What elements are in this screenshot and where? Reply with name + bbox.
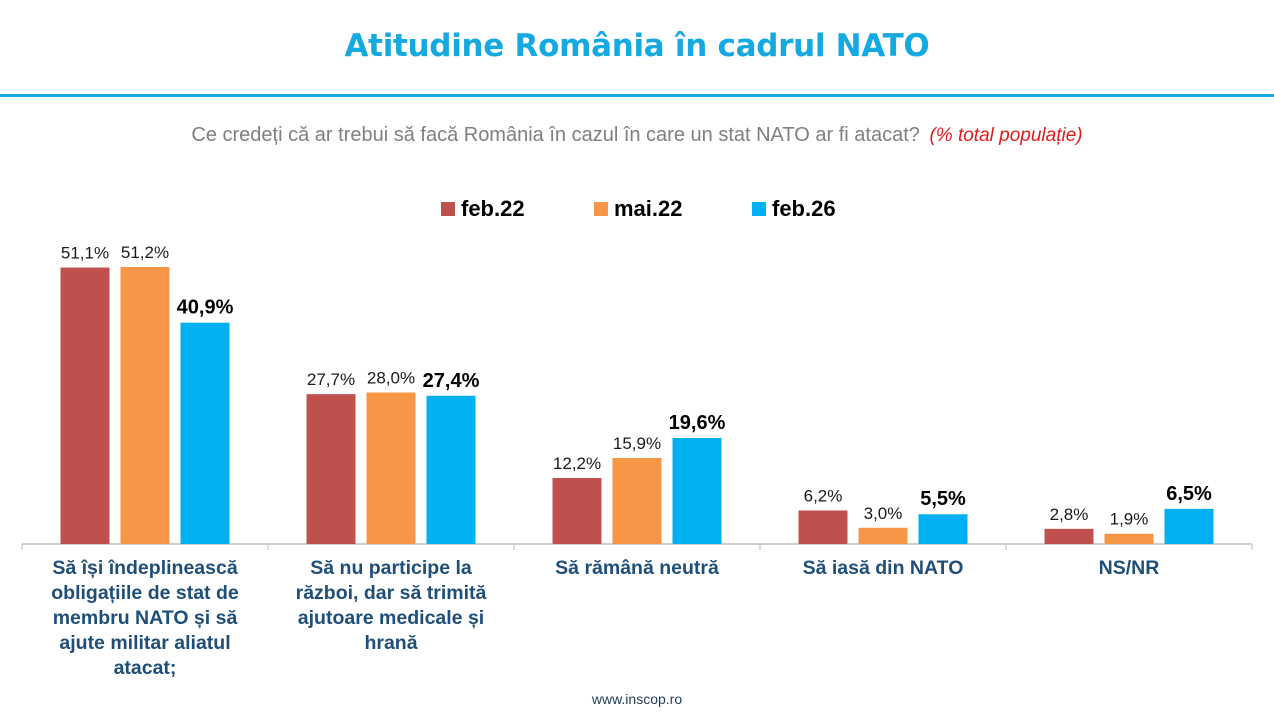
data-label-feb22-cat1: 51,1% <box>61 244 109 263</box>
legend-item-feb26: feb.26 <box>752 196 836 222</box>
category-label-line: Să își îndeplinească <box>52 557 238 579</box>
category-label-line: membru NATO și să <box>52 607 238 629</box>
subtitle-note: (% total populație) <box>929 125 1083 146</box>
data-label-feb22-cat4: 6,2% <box>804 486 843 505</box>
bar-feb22-cat5 <box>1044 528 1094 544</box>
data-label-feb26-cat4: 5,5% <box>920 488 966 510</box>
category-label-line: Să rămână neutră <box>555 557 719 579</box>
bar-feb26-cat2 <box>426 395 476 544</box>
bar-mai22-cat5 <box>1104 533 1154 544</box>
data-label-feb26-cat2: 27,4% <box>423 370 480 392</box>
category-label-line: hrană <box>364 632 418 654</box>
bar-feb22-cat1 <box>60 267 110 544</box>
category-label-line: obligațiile de stat de <box>51 582 239 604</box>
data-label-feb22-cat5: 2,8% <box>1050 505 1089 524</box>
bar-mai22-cat1 <box>120 267 170 544</box>
category-label-line: atacat; <box>113 657 177 679</box>
data-label-feb26-cat5: 6,5% <box>1166 483 1212 505</box>
category-label-4: Să iasă din NATO <box>760 556 1006 581</box>
data-label-mai22-cat3: 15,9% <box>613 434 661 453</box>
bar-feb26-cat1 <box>180 322 230 544</box>
category-label-line: NS/NR <box>1098 557 1160 579</box>
title-divider <box>0 94 1274 97</box>
category-label-2: Să nu participe la război, dar să trimită… <box>268 556 514 656</box>
data-label-feb22-cat3: 12,2% <box>553 454 601 473</box>
bar-feb26-cat4 <box>918 514 968 544</box>
legend-swatch-feb26 <box>752 202 766 216</box>
legend-item-mai22: mai.22 <box>594 196 683 222</box>
legend-swatch-mai22 <box>594 202 608 216</box>
category-label-line: Să nu participe la <box>310 557 472 579</box>
bar-mai22-cat2 <box>366 392 416 544</box>
data-label-mai22-cat5: 1,9% <box>1110 510 1149 529</box>
category-label-line: ajutoare medicale și <box>297 607 485 629</box>
data-label-feb26-cat1: 40,9% <box>177 297 234 319</box>
data-label-feb22-cat2: 27,7% <box>307 370 355 389</box>
bar-feb22-cat4 <box>798 510 848 544</box>
bar-feb26-cat5 <box>1164 508 1214 544</box>
footer-website: www.inscop.ro <box>591 691 683 707</box>
category-label-line: război, dar să trimită <box>295 582 487 604</box>
legend-label-mai22: mai.22 <box>614 196 683 221</box>
bar-feb26-cat3 <box>672 437 722 544</box>
category-label-line: ajute militar aliatul <box>59 632 231 654</box>
data-label-feb26-cat3: 19,6% <box>669 412 726 434</box>
bar-feb22-cat3 <box>552 477 602 544</box>
chart-subtitle: Ce credeți că ar trebui să facă România … <box>0 124 1274 147</box>
bar-feb22-cat2 <box>306 394 356 544</box>
bar-mai22-cat4 <box>858 527 908 544</box>
data-label-mai22-cat2: 28,0% <box>367 369 415 388</box>
bar-mai22-cat3 <box>612 457 662 544</box>
legend-swatch-feb22 <box>441 202 455 216</box>
subtitle-question: Ce credeți că ar trebui să facă România … <box>191 124 920 146</box>
category-label-1: Să își îndeplinească obligațiile de stat … <box>22 556 268 681</box>
legend-item-feb22: feb.22 <box>441 196 525 222</box>
legend-label-feb22: feb.22 <box>461 196 525 221</box>
category-label-line: Să iasă din NATO <box>802 557 964 579</box>
category-label-3: Să rămână neutră <box>514 556 760 581</box>
data-label-mai22-cat1: 51,2% <box>121 243 169 262</box>
chart-legend: feb.22 mai.22 feb.26 <box>0 196 1274 224</box>
data-label-mai22-cat4: 3,0% <box>864 504 903 523</box>
page-title: Atitudine România în cadrul NATO <box>344 28 930 64</box>
legend-label-feb26: feb.26 <box>772 196 836 221</box>
category-label-5: NS/NR <box>1006 556 1252 581</box>
